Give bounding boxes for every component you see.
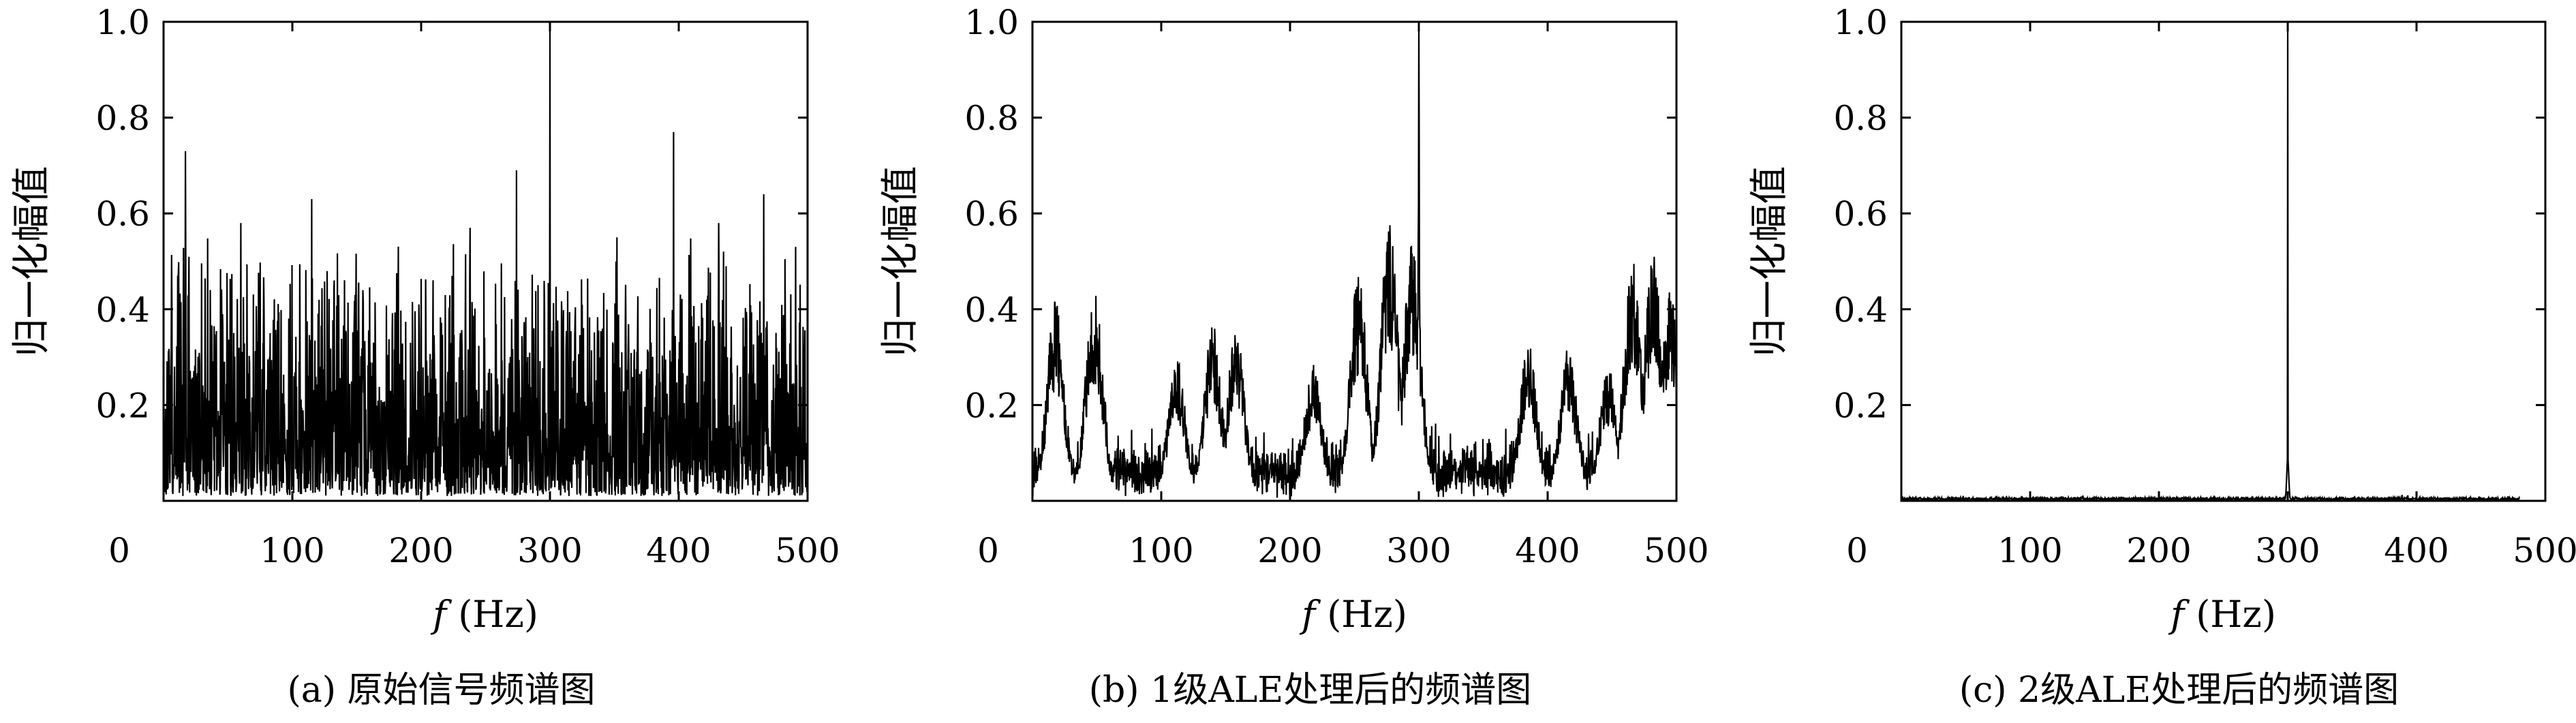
panel-a: 0.2 0.4 0.6 0.8 1.0 0 100 200 300 400 500 归一化幅值 f (H… (10, 3, 840, 711)
x-tick-label: 400 (646, 531, 711, 570)
x-tick-label: 300 (517, 531, 582, 570)
panel-caption: (a) 原始信号频谱图 (287, 670, 595, 711)
x-tick-label: 0 (108, 531, 130, 570)
plot-frame (1900, 20, 2547, 502)
y-tick-label: 0.4 (95, 290, 150, 330)
x-axis-label: f (Hz) (1299, 593, 1407, 636)
x-tick-label: 200 (388, 531, 453, 570)
y-tick-label: 0.4 (1833, 290, 1888, 330)
panel-b: 0.2 0.4 0.6 0.8 1.0 0 100 200 300 400 500 归一化幅值 f (H… (878, 3, 1709, 711)
x-axis-label: f (Hz) (2168, 593, 2276, 636)
y-tick-label: 0.8 (964, 99, 1019, 138)
x-tick-label: 200 (1257, 531, 1322, 570)
x-tick-label: 0 (977, 531, 999, 570)
panel-caption: (b) 1级ALE处理后的频谱图 (1089, 670, 1532, 711)
panel-caption: (c) 2级ALE处理后的频谱图 (1959, 670, 2399, 711)
y-tick-label: 0.6 (95, 194, 150, 234)
x-tick-label: 100 (1997, 531, 2062, 570)
spectrum-series-line (164, 22, 808, 497)
y-axis-label: 归一化幅值 (878, 166, 923, 357)
spectrum-series-line (1032, 22, 1676, 498)
y-tick-label: 0.8 (1833, 99, 1888, 138)
x-tick-label: 500 (775, 531, 840, 570)
y-tick-label: 0.8 (95, 99, 150, 138)
y-tick-label: 0.2 (95, 386, 150, 425)
y-tick-label: 1.0 (95, 3, 150, 42)
x-tick-label: 100 (1129, 531, 1193, 570)
y-tick-label: 0.2 (964, 386, 1019, 425)
x-tick-label: 300 (2255, 531, 2320, 570)
panel-c: 0.2 0.4 0.6 0.8 1.0 0 100 200 300 400 500 归一化幅值 f (H… (1747, 3, 2576, 711)
y-tick-label: 0.6 (964, 194, 1019, 234)
x-axis-label: f (Hz) (430, 593, 538, 636)
x-tick-label: 300 (1386, 531, 1451, 570)
y-axis-label: 归一化幅值 (10, 166, 54, 357)
y-tick-label: 1.0 (964, 3, 1019, 42)
x-tick-label: 400 (1515, 531, 1580, 570)
x-tick-label: 500 (2513, 531, 2576, 570)
x-tick-label: 0 (1846, 531, 1868, 570)
x-tick-label: 400 (2384, 531, 2449, 570)
y-tick-label: 0.2 (1833, 386, 1888, 425)
y-tick-label: 0.6 (1833, 194, 1888, 234)
y-tick-label: 1.0 (1833, 3, 1888, 42)
plot-frame (162, 20, 809, 502)
x-tick-label: 100 (260, 531, 324, 570)
y-axis-label: 归一化幅值 (1747, 166, 1792, 357)
plot-frame (1031, 20, 1678, 502)
x-tick-label: 200 (2126, 531, 2191, 570)
y-tick-label: 0.4 (964, 290, 1019, 330)
x-tick-label: 500 (1644, 531, 1708, 570)
spectrum-series-line (1901, 22, 2521, 501)
